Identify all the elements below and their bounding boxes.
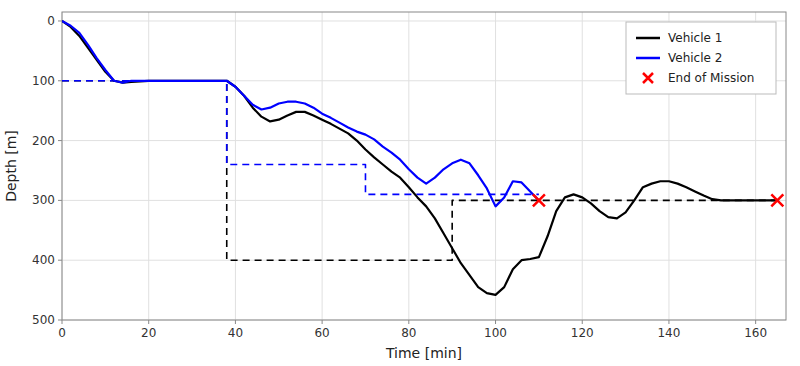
grid-line-x — [235, 12, 236, 320]
y-axis-label: Depth [m] — [3, 130, 19, 202]
x-tick-label: 140 — [657, 326, 680, 340]
y-tick-label: 300 — [32, 193, 55, 207]
grid-line-y — [62, 20, 786, 21]
x-tick-label: 100 — [484, 326, 507, 340]
waypoint-line — [62, 81, 539, 195]
legend-label: Vehicle 2 — [668, 51, 722, 65]
x-tick-label: 160 — [744, 326, 767, 340]
data — [62, 21, 783, 295]
x-tick — [495, 320, 496, 324]
x-tick-label: 20 — [141, 326, 156, 340]
x-tick — [668, 320, 669, 324]
end-marker — [533, 194, 545, 206]
y-tick — [58, 80, 62, 81]
legend-swatch — [636, 57, 660, 60]
x-tick — [62, 320, 63, 324]
legend-label: End of Mission — [668, 71, 754, 85]
y-tick-label: 400 — [32, 253, 55, 267]
y-tick — [58, 20, 62, 21]
vehicle-line — [62, 21, 777, 295]
x-axis-label: Time [min] — [385, 345, 462, 361]
legend: Vehicle 1 Vehicle 2 End of Mission — [626, 22, 776, 94]
y-tick-label: 0 — [47, 14, 55, 28]
x-tick — [582, 320, 583, 324]
grid-line-y — [62, 140, 786, 141]
x-tick — [755, 320, 756, 324]
y-tick — [58, 320, 62, 321]
x-tick-label: 60 — [314, 326, 329, 340]
x-tick-label: 120 — [571, 326, 594, 340]
y-tick — [58, 140, 62, 141]
plot-frame — [62, 12, 786, 320]
legend-swatch — [636, 37, 660, 40]
y-tick — [58, 200, 62, 201]
grid-line-x — [148, 12, 149, 320]
y-tick-label: 500 — [32, 313, 55, 327]
y-tick — [58, 260, 62, 261]
x-tick — [235, 320, 236, 324]
x-tick — [148, 320, 149, 324]
x-tick-label: 80 — [401, 326, 416, 340]
chart: 0 20 40 60 80 100 120 140 160 0 100 200 300 400 500 Tim… — [0, 0, 800, 366]
grid-line-x — [408, 12, 409, 320]
grid-line-x — [322, 12, 323, 320]
legend-swatch — [643, 73, 653, 83]
waypoint-line — [62, 81, 777, 260]
y-tick-label: 200 — [32, 134, 55, 148]
y-tick-label: 100 — [32, 74, 55, 88]
vehicle-line — [62, 21, 539, 206]
x-tick — [322, 320, 323, 324]
grid-line-x — [495, 12, 496, 320]
x-tick-label: 40 — [228, 326, 243, 340]
x-tick-label: 0 — [58, 326, 66, 340]
legend-box — [626, 22, 776, 94]
legend-label: Vehicle 1 — [668, 31, 722, 45]
grid-line-x — [582, 12, 583, 320]
grid — [62, 12, 786, 320]
end-marker — [771, 194, 783, 206]
x-tick — [408, 320, 409, 324]
